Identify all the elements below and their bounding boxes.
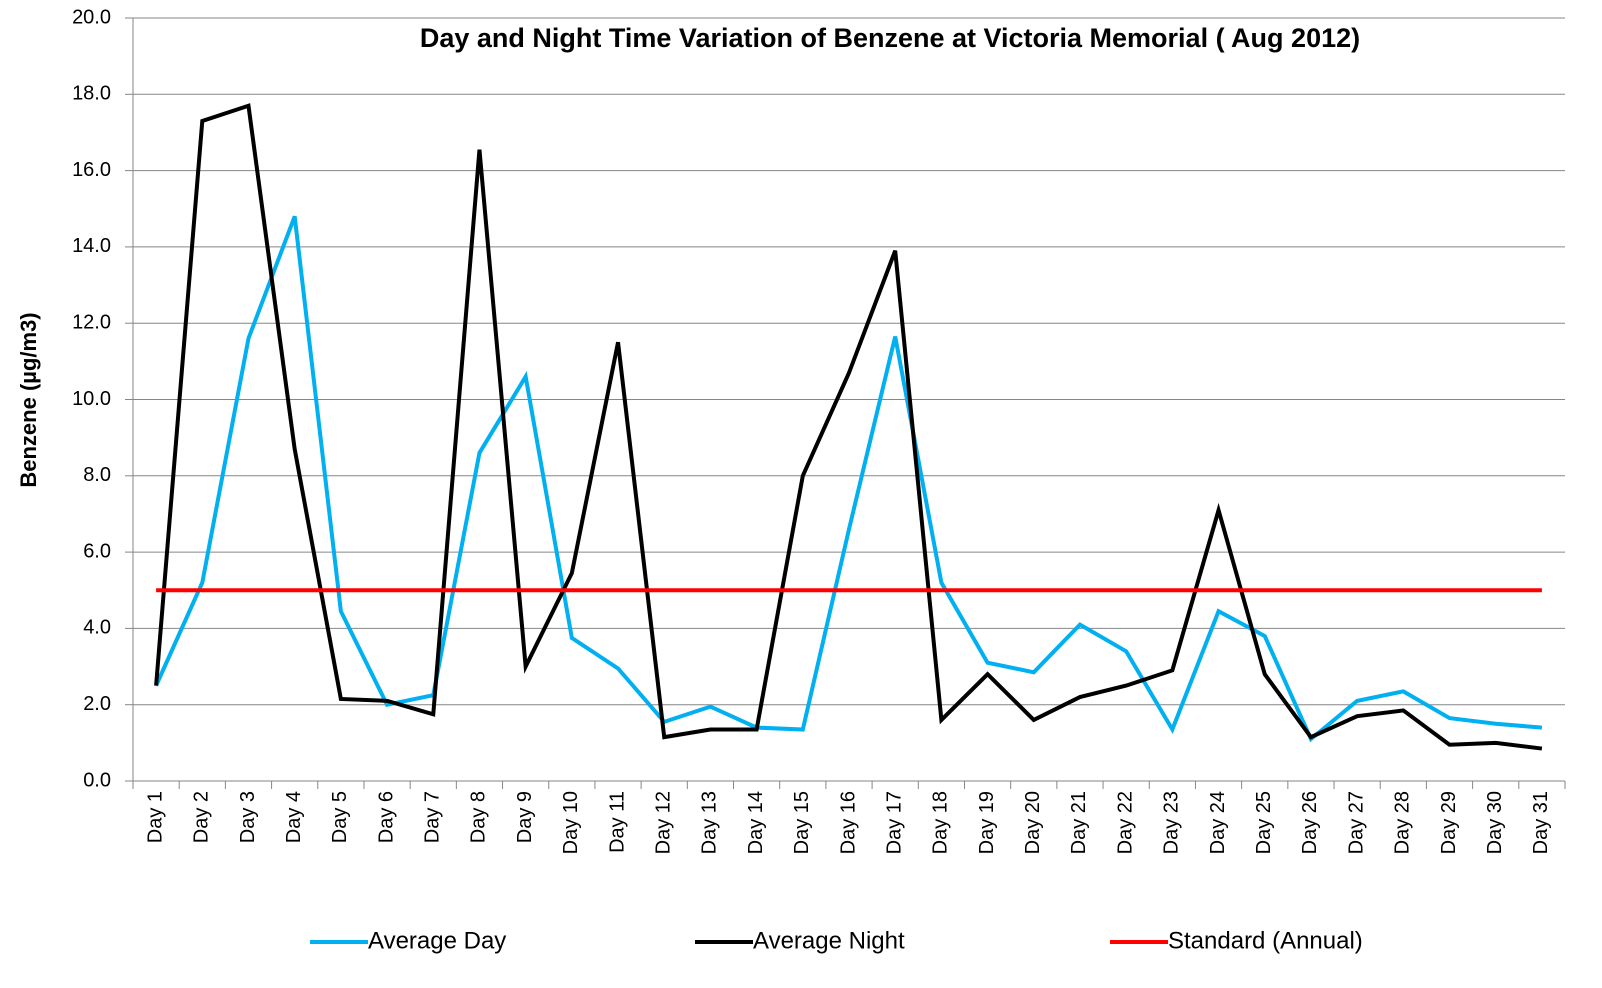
x-tick-label: Day 14: [745, 791, 767, 854]
y-tick-label: 4.0: [83, 617, 111, 639]
x-tick-label: Day 28: [1392, 791, 1414, 854]
x-tick-label: Day 25: [1253, 791, 1275, 854]
legend-label: Average Day: [368, 927, 506, 954]
y-tick-label: 14.0: [72, 235, 111, 257]
chart-title: Day and Night Time Variation of Benzene …: [420, 23, 1360, 53]
x-tick-label: Day 13: [699, 791, 721, 854]
x-tick-label: Day 10: [560, 791, 582, 854]
x-tick-label: Day 5: [329, 791, 351, 843]
y-tick-label: 6.0: [83, 540, 111, 562]
series-line: [154, 215, 1543, 743]
y-tick-label: 12.0: [72, 311, 111, 333]
series-line: [154, 103, 1543, 751]
legend-label: Standard (Annual): [1168, 927, 1363, 954]
x-tick-label: Day 26: [1299, 791, 1321, 854]
y-axis-label: Benzene (µg/m3): [16, 312, 41, 487]
x-tick-label: Day 7: [422, 791, 444, 843]
y-tick-label: 8.0: [83, 464, 111, 486]
x-tick-label: Day 6: [375, 791, 397, 843]
x-tick-label: Day 9: [514, 791, 536, 843]
x-tick-label: Day 2: [191, 791, 213, 843]
x-tick-label: Day 24: [1207, 791, 1229, 854]
x-tick-label: Day 3: [237, 791, 259, 843]
x-tick-label: Day 16: [837, 791, 859, 854]
x-tick-label: Day 8: [468, 791, 490, 843]
x-tick-label: Day 21: [1068, 791, 1090, 854]
x-tick-label: Day 20: [1022, 791, 1044, 854]
x-tick-label: Day 30: [1484, 791, 1506, 854]
x-tick-label: Day 29: [1438, 791, 1460, 854]
x-tick-label: Day 12: [653, 791, 675, 854]
x-tick-label: Day 31: [1530, 791, 1552, 854]
y-tick-label: 16.0: [72, 159, 111, 181]
x-tick-label: Day 4: [283, 791, 305, 843]
x-tick-label: Day 22: [1114, 791, 1136, 854]
x-tick-label: Day 23: [1161, 791, 1183, 854]
y-tick-label: 20.0: [72, 6, 111, 28]
x-tick-label: Day 1: [144, 791, 166, 843]
x-tick-label: Day 11: [606, 791, 628, 853]
legend-label: Average Night: [753, 927, 905, 954]
x-tick-label: Day 17: [883, 791, 905, 854]
x-tick-label: Day 19: [976, 791, 998, 854]
y-tick-label: 18.0: [72, 83, 111, 105]
x-tick-label: Day 18: [930, 791, 952, 854]
x-tick-label: Day 27: [1345, 791, 1367, 854]
y-tick-label: 2.0: [83, 693, 111, 715]
x-tick-label: Day 15: [791, 791, 813, 854]
y-tick-label: 0.0: [83, 769, 111, 791]
y-tick-label: 10.0: [72, 388, 111, 410]
